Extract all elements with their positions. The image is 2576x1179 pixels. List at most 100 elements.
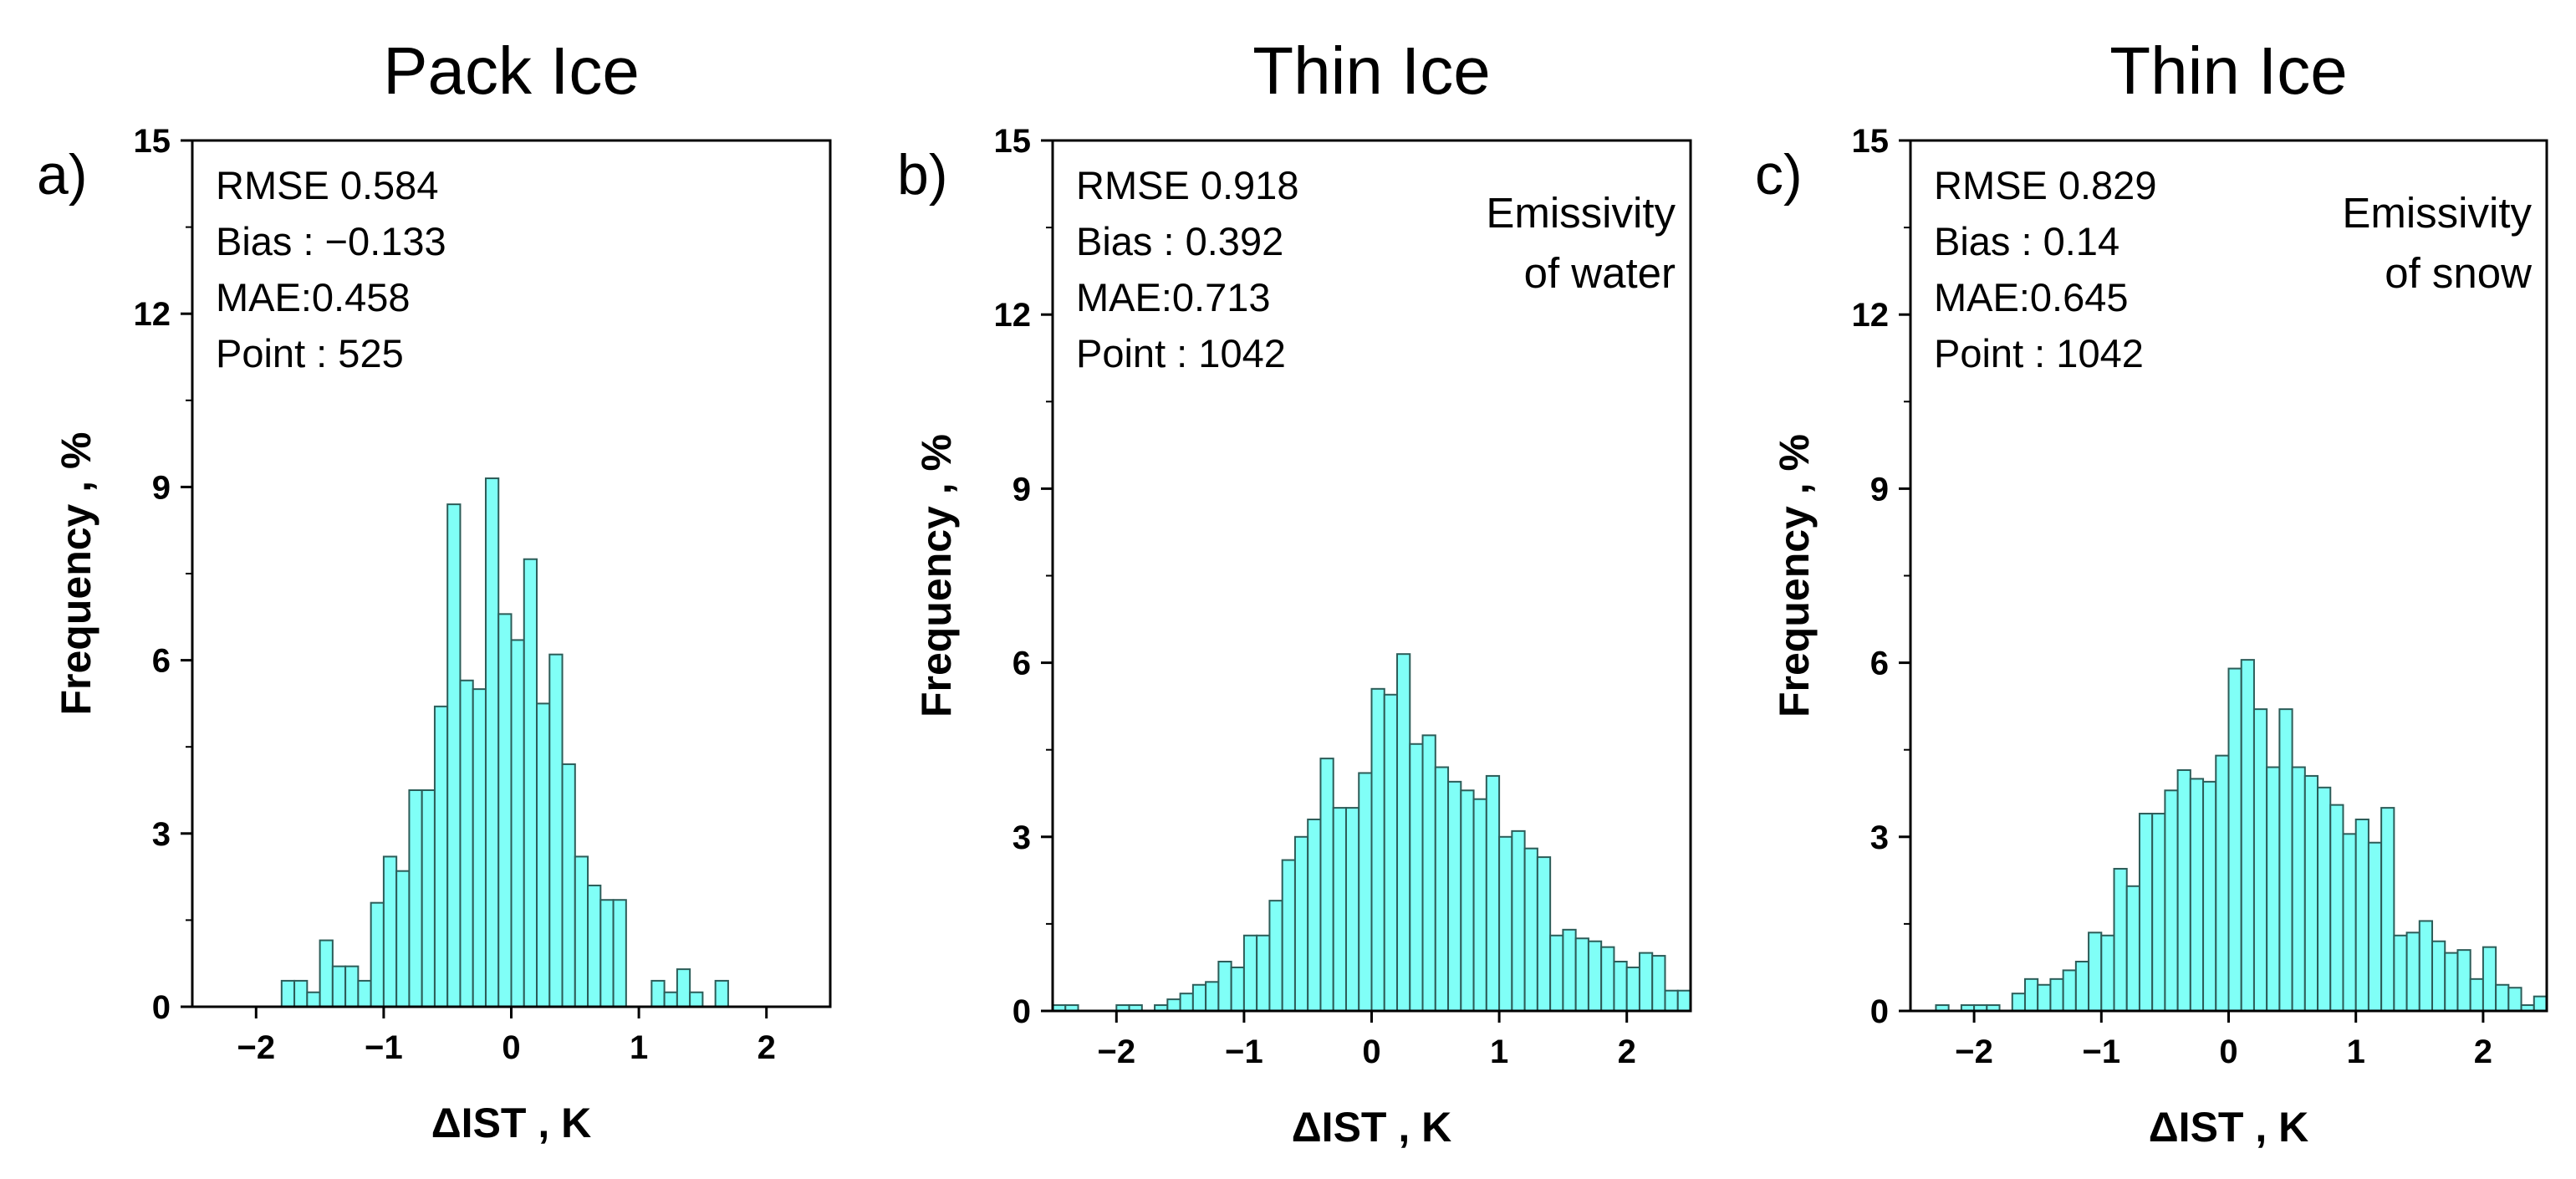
histogram-bar bbox=[2405, 931, 2420, 1013]
stat-line: Bias : 0.392 bbox=[1076, 219, 1283, 263]
x-axis-title: ΔIST , K bbox=[2149, 1104, 2309, 1151]
histogram-bar bbox=[2252, 708, 2268, 1012]
y-tick-label: 15 bbox=[134, 123, 171, 160]
y-tick-label: 3 bbox=[1013, 819, 1031, 856]
x-tick-label: −2 bbox=[1097, 1034, 1135, 1070]
x-tick-label: 1 bbox=[630, 1029, 648, 1066]
y-tick-label: 0 bbox=[1870, 993, 1889, 1030]
histogram-bar bbox=[2011, 993, 2026, 1013]
histogram-bar bbox=[714, 979, 729, 1008]
histogram-bar bbox=[2533, 995, 2548, 1013]
x-tick-label: 2 bbox=[757, 1029, 776, 1066]
histogram-bar bbox=[587, 884, 602, 1008]
panel-label: a) bbox=[37, 143, 87, 207]
histogram-bar bbox=[1166, 998, 1181, 1012]
histogram-bar bbox=[1638, 952, 1654, 1012]
emissivity-note: of snow bbox=[2385, 249, 2532, 297]
y-tick-label: 9 bbox=[1013, 471, 1031, 508]
y-tick-label: 6 bbox=[1013, 646, 1031, 682]
y-axis-title: Frequency , % bbox=[913, 434, 960, 717]
x-tick-label: 2 bbox=[2474, 1034, 2492, 1070]
histogram-bar bbox=[1293, 835, 1309, 1012]
histogram-bar bbox=[1396, 653, 1411, 1012]
panel-title: Thin Ice bbox=[1252, 33, 1491, 108]
histogram-bar bbox=[472, 688, 487, 1008]
histogram-bar bbox=[2431, 940, 2446, 1012]
histogram-bar bbox=[2062, 969, 2077, 1013]
histogram-bar bbox=[2456, 949, 2471, 1013]
y-axis-title: Frequency , % bbox=[1771, 434, 1818, 717]
histogram-bar bbox=[344, 965, 360, 1008]
histogram-bar bbox=[1421, 734, 1436, 1012]
histogram-bar bbox=[2482, 946, 2497, 1013]
y-tick-label: 3 bbox=[152, 816, 171, 853]
y-tick-label: 12 bbox=[994, 297, 1032, 334]
histogram-bar bbox=[1523, 847, 1538, 1012]
histogram-bar bbox=[408, 789, 423, 1008]
y-tick-label: 6 bbox=[1870, 646, 1889, 682]
histogram-bar bbox=[2215, 754, 2230, 1012]
histogram-bar bbox=[548, 653, 564, 1008]
stat-line: Point : 1042 bbox=[1076, 331, 1286, 375]
x-tick-label: 1 bbox=[1490, 1034, 1508, 1070]
histogram-bar bbox=[2176, 768, 2191, 1012]
histogram-bar bbox=[1409, 743, 1424, 1012]
histogram-bar bbox=[650, 979, 666, 1008]
histogram-bar bbox=[2202, 780, 2217, 1012]
y-tick-label: 15 bbox=[1852, 123, 1890, 160]
stat-line: RMSE 0.918 bbox=[1076, 163, 1298, 207]
y-tick-label: 0 bbox=[1013, 993, 1031, 1030]
histogram-bar bbox=[1447, 780, 1462, 1012]
histogram-bar bbox=[536, 702, 551, 1008]
histogram-bar bbox=[1205, 981, 1220, 1013]
emissivity-note: of water bbox=[1524, 249, 1676, 297]
histogram-bar bbox=[319, 939, 334, 1008]
histogram-bar bbox=[395, 870, 411, 1008]
histogram-bar bbox=[2074, 961, 2090, 1013]
histogram-bar bbox=[2393, 934, 2408, 1013]
stat-line: Bias : 0.14 bbox=[1934, 219, 2119, 263]
histogram-bar bbox=[1613, 961, 1628, 1013]
histogram-bar bbox=[357, 979, 372, 1008]
histogram-bar bbox=[433, 705, 449, 1008]
histogram-bar bbox=[1256, 934, 1271, 1013]
histogram-bar bbox=[2088, 931, 2103, 1013]
y-axis-title: Frequency , % bbox=[53, 432, 99, 716]
histogram-bar bbox=[1358, 772, 1373, 1013]
histogram-bar bbox=[382, 855, 398, 1008]
histogram-bar bbox=[2495, 983, 2510, 1013]
histogram-bar bbox=[1536, 856, 1552, 1012]
histogram-bar bbox=[2049, 977, 2064, 1012]
emissivity-note: Emissivity bbox=[1486, 189, 1676, 237]
histogram-bar bbox=[1625, 966, 1640, 1012]
histogram-bar bbox=[1472, 798, 1487, 1012]
y-tick-label: 3 bbox=[1870, 819, 1889, 856]
histogram-bar bbox=[1600, 946, 1615, 1013]
stat-line: MAE:0.713 bbox=[1076, 275, 1271, 319]
y-tick-label: 0 bbox=[152, 989, 171, 1026]
histogram-bar bbox=[561, 763, 576, 1008]
stat-line: MAE:0.645 bbox=[1934, 275, 2129, 319]
histogram-bar bbox=[1268, 900, 1283, 1013]
panel-title: Pack Ice bbox=[383, 33, 640, 108]
x-tick-label: 0 bbox=[2219, 1034, 2237, 1070]
histogram-bar bbox=[1191, 983, 1207, 1013]
histogram-bar bbox=[1498, 835, 1513, 1012]
y-tick-label: 9 bbox=[1870, 471, 1889, 508]
histogram-bar bbox=[689, 991, 704, 1008]
x-tick-label: 0 bbox=[502, 1029, 520, 1066]
histogram-bar bbox=[2354, 818, 2369, 1012]
stat-line: RMSE 0.829 bbox=[1934, 163, 2156, 207]
histogram-bar bbox=[2342, 833, 2357, 1013]
histogram-bar bbox=[1587, 940, 1603, 1012]
panel-label: b) bbox=[897, 143, 947, 207]
x-tick-label: −1 bbox=[2082, 1034, 2120, 1070]
histogram-bar bbox=[1242, 934, 1258, 1013]
panel-label: c) bbox=[1755, 143, 1803, 207]
histogram-bar bbox=[2418, 920, 2434, 1013]
histogram-bar bbox=[2317, 786, 2332, 1012]
